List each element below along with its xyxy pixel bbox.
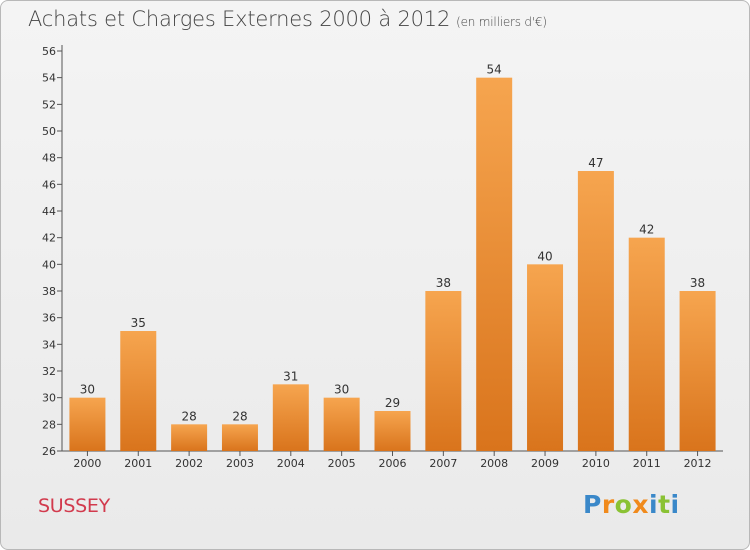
y-tick-label: 32 — [42, 365, 56, 378]
x-tick-label: 2002 — [175, 457, 203, 470]
value-label-2011: 42 — [639, 223, 654, 237]
y-tick-label: 26 — [42, 445, 56, 458]
bar-2010 — [577, 171, 614, 451]
x-tick-label: 2003 — [226, 457, 254, 470]
value-label-2001: 35 — [131, 316, 146, 330]
value-label-2000: 30 — [80, 383, 95, 397]
y-tick-label: 52 — [42, 98, 56, 111]
x-tick-label: 2008 — [480, 457, 508, 470]
value-label-2002: 28 — [181, 409, 196, 423]
value-label-2005: 30 — [334, 383, 349, 397]
x-tick-label: 2012 — [684, 457, 712, 470]
value-label-2003: 28 — [232, 409, 247, 423]
chart-axes: 26 28 30 32 34 36 38 40 42 44 46 48 50 52 54 56 2000 2001… — [42, 45, 723, 470]
logo-letter: x — [632, 490, 649, 519]
bar-2006 — [374, 411, 411, 451]
x-tick-label: 2010 — [582, 457, 610, 470]
logo-letter: r — [601, 490, 615, 519]
y-tick-label: 34 — [42, 338, 56, 351]
value-label-2007: 38 — [436, 276, 451, 290]
logo-letter: o — [614, 490, 633, 519]
value-label-2004: 31 — [283, 369, 298, 383]
bar-2001 — [120, 331, 157, 451]
value-label-2012: 38 — [690, 276, 705, 290]
y-tick-label: 46 — [42, 178, 56, 191]
bar-2003 — [221, 424, 258, 451]
bar-2004 — [272, 384, 309, 451]
y-tick-label: 56 — [42, 45, 56, 58]
y-tick-label: 38 — [42, 285, 56, 298]
proxiti-logo[interactable]: Proxiti — [583, 490, 680, 519]
logo-letter: i — [649, 490, 659, 519]
logo-letter: i — [670, 490, 680, 519]
y-tick-label: 30 — [42, 392, 56, 405]
bar-2009 — [527, 264, 564, 451]
bar-2008 — [476, 77, 513, 452]
bar-2012 — [679, 291, 716, 451]
y-tick-label: 54 — [42, 72, 56, 85]
data-labels: 30 35 28 28 31 30 29 38 54 40 47 42 38 — [80, 63, 705, 424]
bar-2002 — [171, 424, 208, 451]
x-tick-label: 2006 — [379, 457, 407, 470]
y-tick-label: 42 — [42, 232, 56, 245]
value-label-2006: 29 — [385, 396, 400, 410]
bar-series — [69, 77, 716, 452]
x-tick-label: 2001 — [124, 457, 152, 470]
y-tick-label: 50 — [42, 125, 56, 138]
chart-subtitle: (en milliers d'€) — [456, 15, 547, 29]
x-tick-label: 2009 — [531, 457, 559, 470]
bar-2007 — [425, 291, 462, 451]
value-label-2010: 47 — [588, 156, 603, 170]
y-tick-label: 44 — [42, 205, 56, 218]
chart-title: Achats et Charges Externes 2000 à 2012 (e… — [28, 7, 547, 31]
x-tick-label: 2011 — [633, 457, 661, 470]
y-tick-label: 36 — [42, 312, 56, 325]
y-tick-label: 28 — [42, 418, 56, 431]
logo-letter: P — [583, 490, 602, 519]
bar-2000 — [69, 397, 106, 451]
x-tick-label: 2004 — [277, 457, 305, 470]
x-tick-label: 2005 — [328, 457, 356, 470]
value-label-2008: 54 — [487, 63, 502, 77]
bar-2011 — [628, 237, 665, 451]
bar-2005 — [323, 397, 360, 451]
value-label-2009: 40 — [537, 249, 552, 263]
y-tick-label: 40 — [42, 258, 56, 271]
x-tick-label: 2000 — [73, 457, 101, 470]
x-tick-label: 2007 — [429, 457, 457, 470]
commune-name: SUSSEY — [38, 495, 110, 517]
logo-letter: t — [658, 490, 671, 519]
y-tick-label: 48 — [42, 152, 56, 165]
